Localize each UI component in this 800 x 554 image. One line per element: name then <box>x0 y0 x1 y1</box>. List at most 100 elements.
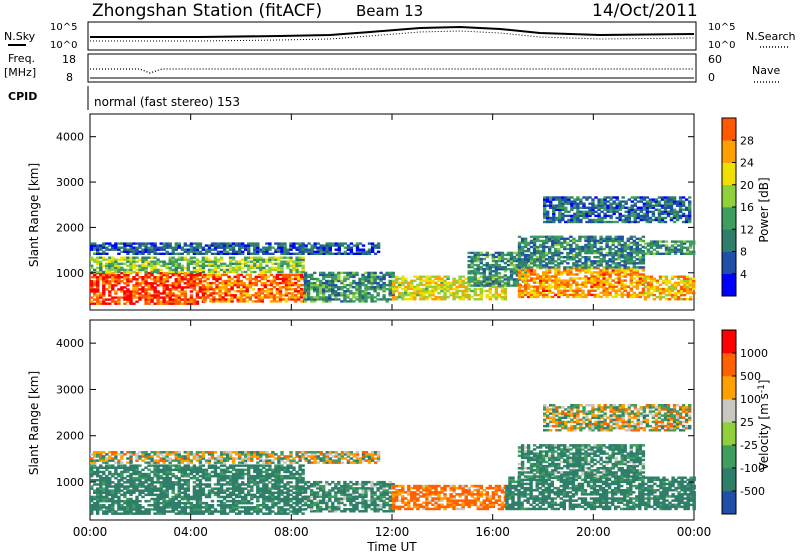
scatter-cell <box>174 504 178 507</box>
scatter-cell <box>236 296 240 299</box>
scatter-cell <box>379 298 383 301</box>
scatter-cell <box>316 248 320 251</box>
scatter-cell <box>643 275 648 278</box>
scatter-cell <box>132 292 136 295</box>
scatter-cell <box>198 282 203 285</box>
scatter-cell <box>539 279 543 282</box>
scatter-cell <box>617 289 621 292</box>
scatter-cell <box>641 277 646 280</box>
scatter-cell <box>247 252 251 255</box>
scatter-cell <box>165 493 169 497</box>
scatter-cell <box>590 264 594 267</box>
scatter-cell <box>526 283 531 286</box>
scatter-cell <box>669 202 674 205</box>
scatter-cell <box>520 291 525 294</box>
scatter-cell <box>319 248 323 251</box>
scatter-cell <box>195 262 200 265</box>
scatter-cell <box>177 510 181 513</box>
scatter-cell <box>657 220 662 224</box>
scatter-cell <box>141 280 145 283</box>
scatter-cell <box>129 248 133 251</box>
scatter-cell <box>449 291 453 295</box>
scatter-cell <box>231 258 236 261</box>
scatter-cell <box>532 295 537 299</box>
scatter-cell <box>256 256 260 259</box>
scatter-cell <box>554 254 558 257</box>
scatter-cell <box>272 300 277 303</box>
scatter-cell <box>195 246 200 249</box>
scatter-cell <box>186 474 190 478</box>
scatter-cell <box>239 283 243 287</box>
scatter-cell <box>654 202 659 205</box>
scatter-cell <box>281 294 286 297</box>
scatter-cell <box>186 258 190 261</box>
scatter-cell <box>617 247 621 251</box>
scatter-cell <box>96 246 100 249</box>
scatter-cell <box>590 283 594 286</box>
scatter-cell <box>606 210 610 213</box>
scatter-cell <box>576 202 580 205</box>
scatter-cell <box>153 504 157 507</box>
scatter-cell <box>114 466 118 469</box>
scatter-cell <box>236 300 240 303</box>
scatter-cell <box>222 510 227 513</box>
scatter-cell <box>114 248 118 251</box>
scatter-cell <box>670 250 675 253</box>
scatter-cell <box>325 273 329 277</box>
scatter-cell <box>584 258 588 261</box>
scatter-cell <box>669 212 674 216</box>
scatter-cell <box>162 242 166 245</box>
scatter-cell <box>529 277 534 280</box>
scatter-cell <box>337 277 341 281</box>
scatter-cell <box>422 287 426 291</box>
scatter-cell <box>569 293 573 297</box>
scatter-cell <box>159 292 163 295</box>
scatter-cell <box>575 247 579 251</box>
scatter-cell <box>570 214 574 218</box>
scatter-cell <box>398 293 402 297</box>
scatter-cell <box>278 281 283 285</box>
scatter-cell <box>99 292 103 295</box>
scatter-cell <box>614 239 618 243</box>
scatter-cell <box>177 282 181 285</box>
scatter-cell <box>358 283 362 287</box>
scatter-cell <box>93 284 97 287</box>
scatter-cell <box>630 210 634 213</box>
scatter-cell <box>141 489 145 492</box>
scatter-cell <box>259 262 263 265</box>
scatter-cell <box>162 499 166 503</box>
scatter-cell <box>578 254 582 257</box>
scatter-cell <box>245 300 249 303</box>
scatter-cell <box>313 283 317 287</box>
scatter-cell <box>551 235 555 238</box>
scatter-cell <box>126 242 130 245</box>
scatter-cell <box>93 248 97 251</box>
scatter-cell <box>147 273 151 277</box>
scatter-cell <box>147 282 151 285</box>
scatter-cell <box>557 247 561 251</box>
scatter-cell <box>437 277 441 280</box>
scatter-cell <box>159 493 163 497</box>
scatter-cell <box>337 275 341 279</box>
scatter-cell <box>584 237 588 240</box>
scatter-cell <box>93 466 97 469</box>
scatter-cell <box>639 218 643 222</box>
scatter-cell <box>660 206 665 209</box>
scatter-cell <box>306 281 311 285</box>
scatter-cell <box>96 302 100 305</box>
scatter-cell <box>620 291 624 294</box>
scatter-cell <box>641 275 646 278</box>
scatter-cell <box>304 244 308 247</box>
scatter-cell <box>443 295 447 299</box>
scatter-cell <box>262 248 266 251</box>
scatter-cell <box>557 277 561 280</box>
scatter-cell <box>561 202 565 205</box>
scatter-cell <box>90 246 94 249</box>
scatter-cell <box>587 271 591 274</box>
scatter-cell <box>548 247 552 251</box>
scatter-cell <box>654 218 659 222</box>
scatter-cell <box>623 287 627 290</box>
scatter-cell <box>626 243 630 247</box>
scatter-cell <box>349 298 353 301</box>
scatter-cell <box>265 246 269 249</box>
